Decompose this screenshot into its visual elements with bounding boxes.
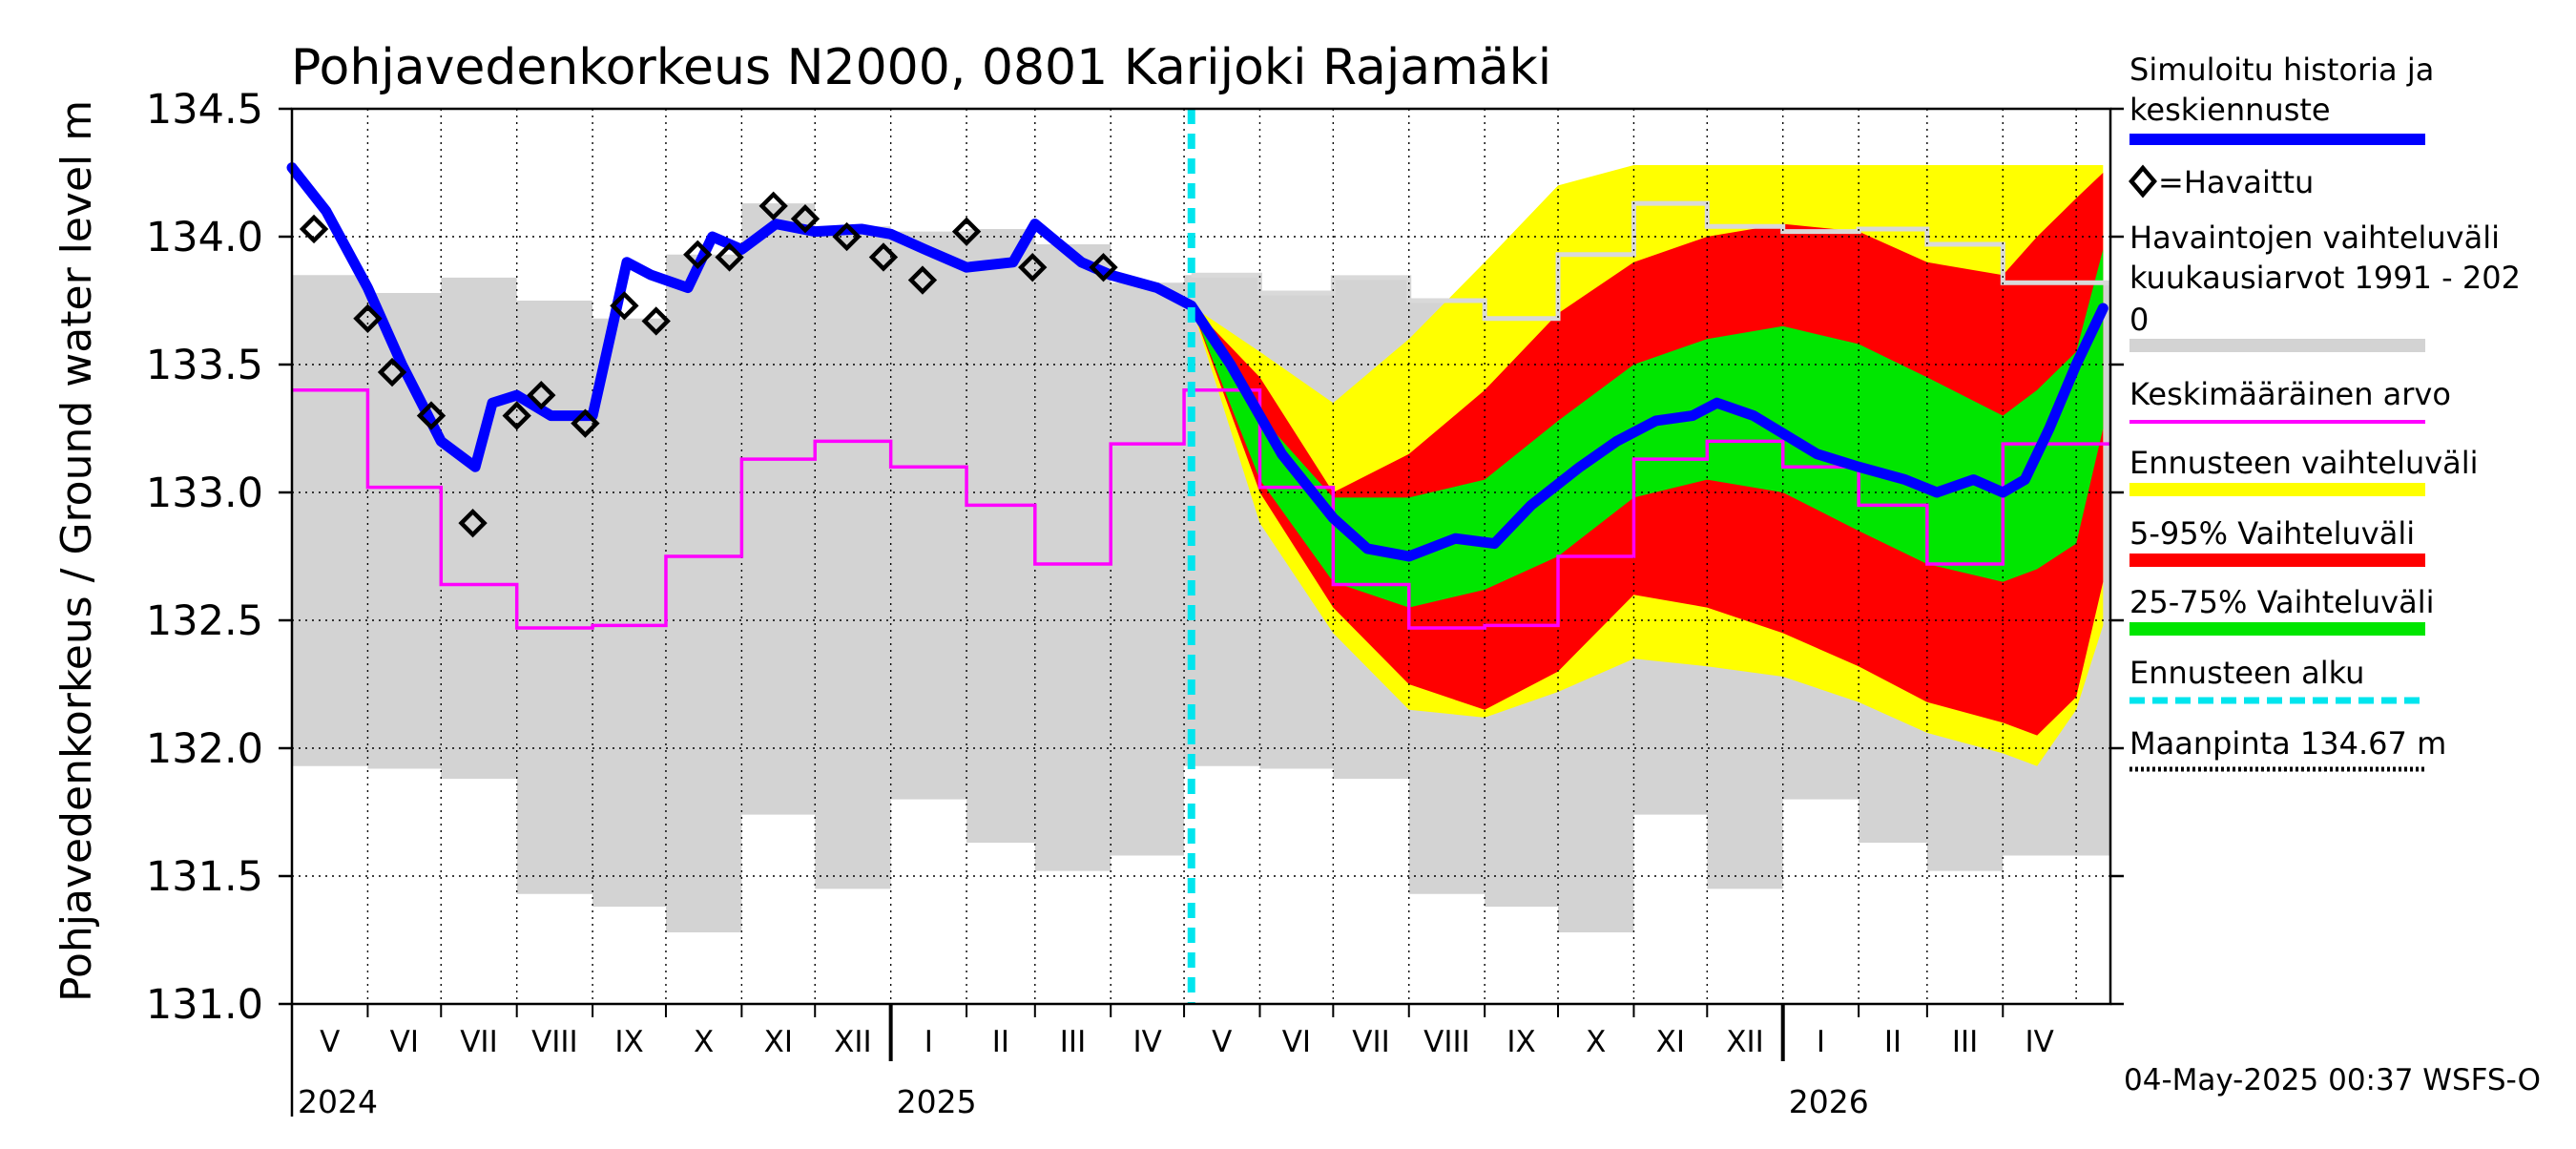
legend-forecast-start-label: Ennusteen alku [2129,655,2364,691]
month-label: VI [390,1025,419,1059]
observation-point [758,191,788,221]
month-label: II [1884,1025,1901,1059]
observation-point [715,242,744,272]
month-label: VII [460,1025,498,1059]
legend: Simuloitu historia ja keskiennuste =Havait… [2129,52,2521,772]
month-label: IV [2025,1025,2054,1059]
legend-hist-range-label-2: kuukausiarvot 1991 - 202 [2129,260,2521,296]
month-label: XII [1726,1025,1764,1059]
legend-observed-label: =Havaittu [2158,164,2314,200]
month-label: III [1952,1025,1978,1059]
month-label: I [924,1025,933,1059]
observation-point [868,242,899,272]
observation-point [683,240,713,269]
month-label: III [1060,1025,1086,1059]
observation-point [907,265,938,295]
legend-ground-label: Maanpinta 134.67 m [2129,725,2446,762]
month-label: IX [614,1025,643,1059]
month-label: X [1586,1025,1606,1059]
legend-hist-range-label-3: 0 [2129,302,2149,338]
legend-observed-diamond [2129,164,2157,198]
observation-point [527,380,556,410]
month-label: V [320,1025,340,1059]
legend-forecast-range-swatch [2129,483,2425,496]
month-label: IX [1506,1025,1535,1059]
observation-point [502,401,531,430]
y-tick-label: 132.5 [146,597,263,645]
historical-max-forecast-line [1191,200,2110,322]
y-tick-label: 131.0 [146,981,263,1029]
plot-frame [290,107,2112,1006]
y-tick-label: 132.0 [146,725,263,773]
observation-point [571,408,600,438]
observation-point [299,214,329,244]
legend-25-75-swatch [2129,622,2425,636]
month-label: VIII [1423,1025,1470,1059]
legend-hist-range-swatch [2129,339,2425,352]
observation-point [790,204,821,234]
timestamp-footer: 04-May-2025 00:37 WSFS-O [2124,1063,2541,1097]
y-tick-label: 134.5 [146,86,263,134]
y-tick-label: 133.5 [146,342,263,389]
observation-point [416,401,447,430]
year-label: 2025 [897,1083,977,1120]
y-tick-label: 134.0 [146,214,263,261]
month-label: X [694,1025,714,1059]
y-tick-label: 131.5 [146,853,263,901]
plot-layer: 131.0 131.5 132.0 132.5 133.0 133.5 134.0 134.5… [146,86,2124,1120]
legend-5-95-label: 5-95% Vaihteluväli [2129,515,2415,552]
observation-point [832,221,862,252]
observation-point [1089,252,1118,282]
legend-mean-label: Keskimääräinen arvo [2129,376,2451,412]
observation-point [610,291,639,321]
observation-point [951,217,982,246]
year-label: 2024 [298,1083,378,1120]
year-label: 2026 [1789,1083,1869,1120]
legend-5-95-swatch [2129,554,2425,567]
observation-point [353,303,383,333]
legend-forecast-range-label: Ennusteen vaihteluväli [2129,445,2479,481]
month-label: VI [1282,1025,1311,1059]
month-label: V [1212,1025,1232,1059]
y-tick-label: 133.0 [146,470,263,517]
month-label: II [992,1025,1009,1059]
simulated-median-line [286,162,2109,562]
chart-title: Pohjavedenkorkeus N2000, 0801 Karijoki R… [291,39,1551,96]
month-label: I [1817,1025,1825,1059]
month-label: IV [1132,1025,1161,1059]
observation-point [641,306,671,336]
observation-point [1018,252,1048,282]
mean-monthly-line [292,388,2110,630]
month-label: XII [834,1025,872,1059]
legend-25-75-label: 25-75% Vaihteluväli [2129,584,2434,620]
legend-hist-range-label: Havaintojen vaihteluväli [2129,219,2500,256]
legend-simulated-label-2: keskiennuste [2129,92,2331,128]
observation-point [377,357,407,387]
month-label: XI [764,1025,793,1059]
month-label: VII [1352,1025,1390,1059]
y-axis-label: Pohjavedenkorkeus / Ground water level m [52,100,101,1002]
month-label: XI [1656,1025,1685,1059]
month-label: VIII [531,1025,578,1059]
legend-simulated-label: Simuloitu historia ja [2129,52,2434,88]
observation-point [458,508,488,538]
